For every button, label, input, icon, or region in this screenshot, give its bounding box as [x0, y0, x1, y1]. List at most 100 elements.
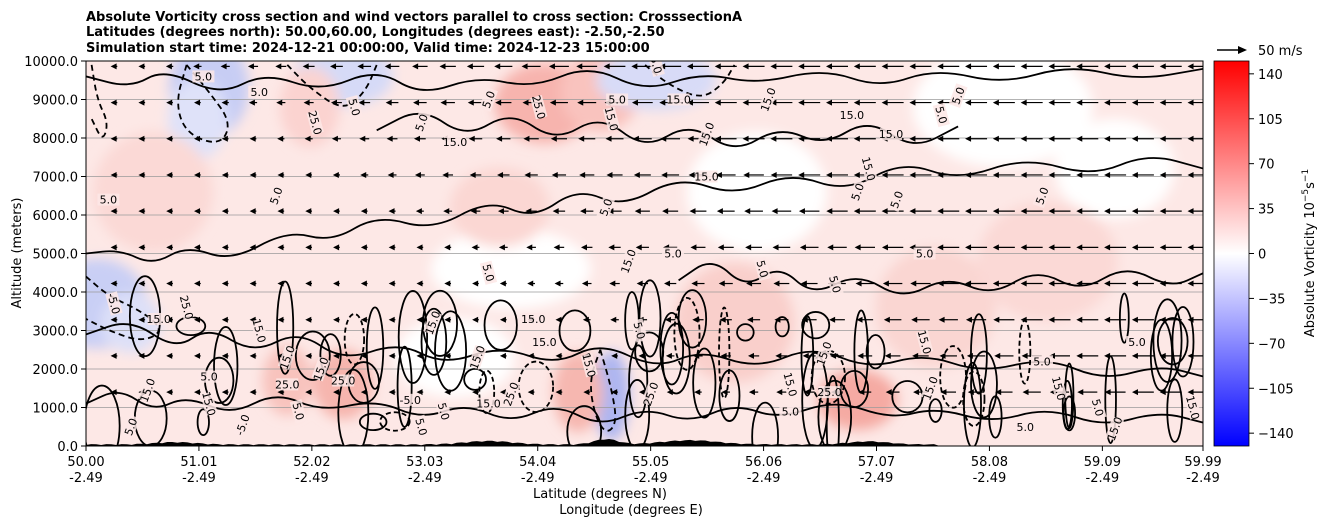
wind-vector-head — [221, 244, 228, 251]
contour-label: 5.0 — [345, 97, 362, 117]
wind-vector-head — [249, 352, 256, 359]
wind-vector-head — [110, 135, 117, 142]
contour-label-bg — [913, 247, 936, 260]
wind-vector-head — [360, 352, 367, 359]
contour-label: 5.0 — [753, 259, 770, 279]
field-patch — [449, 167, 550, 248]
wind-vector-head — [1020, 280, 1027, 287]
wind-vector-head — [499, 352, 506, 359]
wind-vector-head — [221, 352, 228, 359]
wind-vector-head — [1187, 316, 1194, 323]
x-axis-label-2: Longitude (degrees E) — [559, 503, 703, 518]
contour-label-bg — [332, 374, 355, 387]
wind-vector-head — [138, 280, 145, 287]
contour-label: 15.0 — [694, 171, 719, 184]
y-tick-label: 4000.0 — [33, 286, 79, 301]
wind-vector-head — [166, 280, 173, 287]
wind-vector-head — [249, 280, 256, 287]
wind-vector-head — [691, 280, 698, 287]
contour-label-bg — [618, 248, 638, 274]
wind-vector-head — [1048, 63, 1055, 70]
wind-vector-head — [583, 389, 590, 396]
wind-vector-head — [937, 244, 944, 251]
contour-label: -5.0 — [400, 394, 421, 407]
wind-vector-head — [138, 208, 145, 215]
wind-vector-head — [1104, 171, 1111, 178]
wind-vector-head — [666, 389, 673, 396]
contour-lines — [86, 64, 1203, 446]
contour-label-bg — [606, 93, 629, 106]
wind-vector-head — [494, 63, 501, 70]
contour-label: 5.0 — [412, 417, 429, 437]
wind-vector-head — [444, 352, 451, 359]
contour-loop-negative — [379, 411, 411, 432]
y-tick-label: 9000.0 — [33, 94, 79, 109]
contour-label: 5.0 — [267, 185, 285, 206]
wind-vector-head — [525, 208, 532, 215]
wind-vector-head — [497, 171, 504, 178]
wind-vector-head — [358, 99, 365, 106]
wind-vector-head — [499, 280, 506, 287]
wind-vector-head — [631, 99, 638, 106]
wind-vector-head — [1104, 316, 1111, 323]
wind-vector-head — [799, 244, 806, 251]
colorbar-tick-label: −70 — [1258, 337, 1285, 352]
contour-loop — [397, 290, 429, 384]
wind-vector-head — [444, 389, 451, 396]
contour-label-bg — [138, 377, 157, 403]
contour-label-bg — [915, 329, 934, 355]
contour-label-bg — [948, 83, 968, 109]
wind-vector-head — [1020, 63, 1027, 70]
contour-label-bg — [814, 341, 834, 366]
contour-label-bg — [533, 336, 556, 349]
wind-vector-head — [412, 63, 419, 70]
contour-label: 5.0 — [849, 182, 867, 203]
wind-vector-head — [882, 280, 889, 287]
contour-label: 15.0 — [1183, 394, 1202, 421]
contour-loop — [774, 316, 790, 338]
wind-vector-head — [1131, 208, 1138, 215]
wind-vector-head — [965, 171, 972, 178]
wind-vector-head — [524, 171, 531, 178]
wind-vector-head — [527, 389, 534, 396]
wind-vector-head — [527, 280, 534, 287]
field-patch — [93, 131, 214, 252]
contour-label-bg — [695, 170, 718, 183]
wind-vector-head — [249, 208, 256, 215]
contour-loop — [718, 369, 741, 422]
contour-label: 25.0 — [817, 386, 842, 399]
wind-vector-head — [444, 280, 451, 287]
contour-label-bg — [477, 397, 500, 410]
contour-line-negative — [90, 64, 108, 138]
x-tick-label-lat: 57.07 — [858, 455, 895, 470]
contour-line — [376, 112, 959, 148]
wind-vector-head — [1076, 99, 1083, 106]
wind-vector-head — [360, 208, 367, 215]
wind-vector-head — [333, 280, 340, 287]
wind-vector-head — [275, 63, 282, 70]
colorbar-gradient — [1213, 60, 1250, 447]
x-axis-label: Latitude (degrees N) — [533, 487, 667, 502]
wind-vector-head — [1131, 352, 1138, 359]
wind-vector-head — [633, 171, 640, 178]
contour-label-bg — [848, 179, 867, 205]
x-tick-label-lon: -2.49 — [634, 471, 668, 486]
contour-label-bg — [277, 345, 297, 370]
wind-vector-head — [495, 99, 502, 106]
wind-vector-head — [166, 135, 173, 142]
x-tick-label-lon: -2.49 — [1086, 471, 1120, 486]
wind-vector-head — [277, 208, 284, 215]
wind-vector-head — [277, 171, 284, 178]
contour-loop — [865, 334, 886, 370]
wind-vector-head — [937, 135, 944, 142]
wind-vector-head — [611, 389, 618, 396]
wind-vector-head — [605, 135, 612, 142]
wind-vector-head — [305, 389, 312, 396]
wind-vector-head — [692, 316, 699, 323]
contour-loop — [1171, 306, 1195, 378]
contour-loop — [751, 401, 779, 446]
wind-vector-head — [1022, 389, 1029, 396]
contour-label: 15.0 — [146, 313, 171, 326]
x-tick-label-lon: -2.49 — [860, 471, 894, 486]
